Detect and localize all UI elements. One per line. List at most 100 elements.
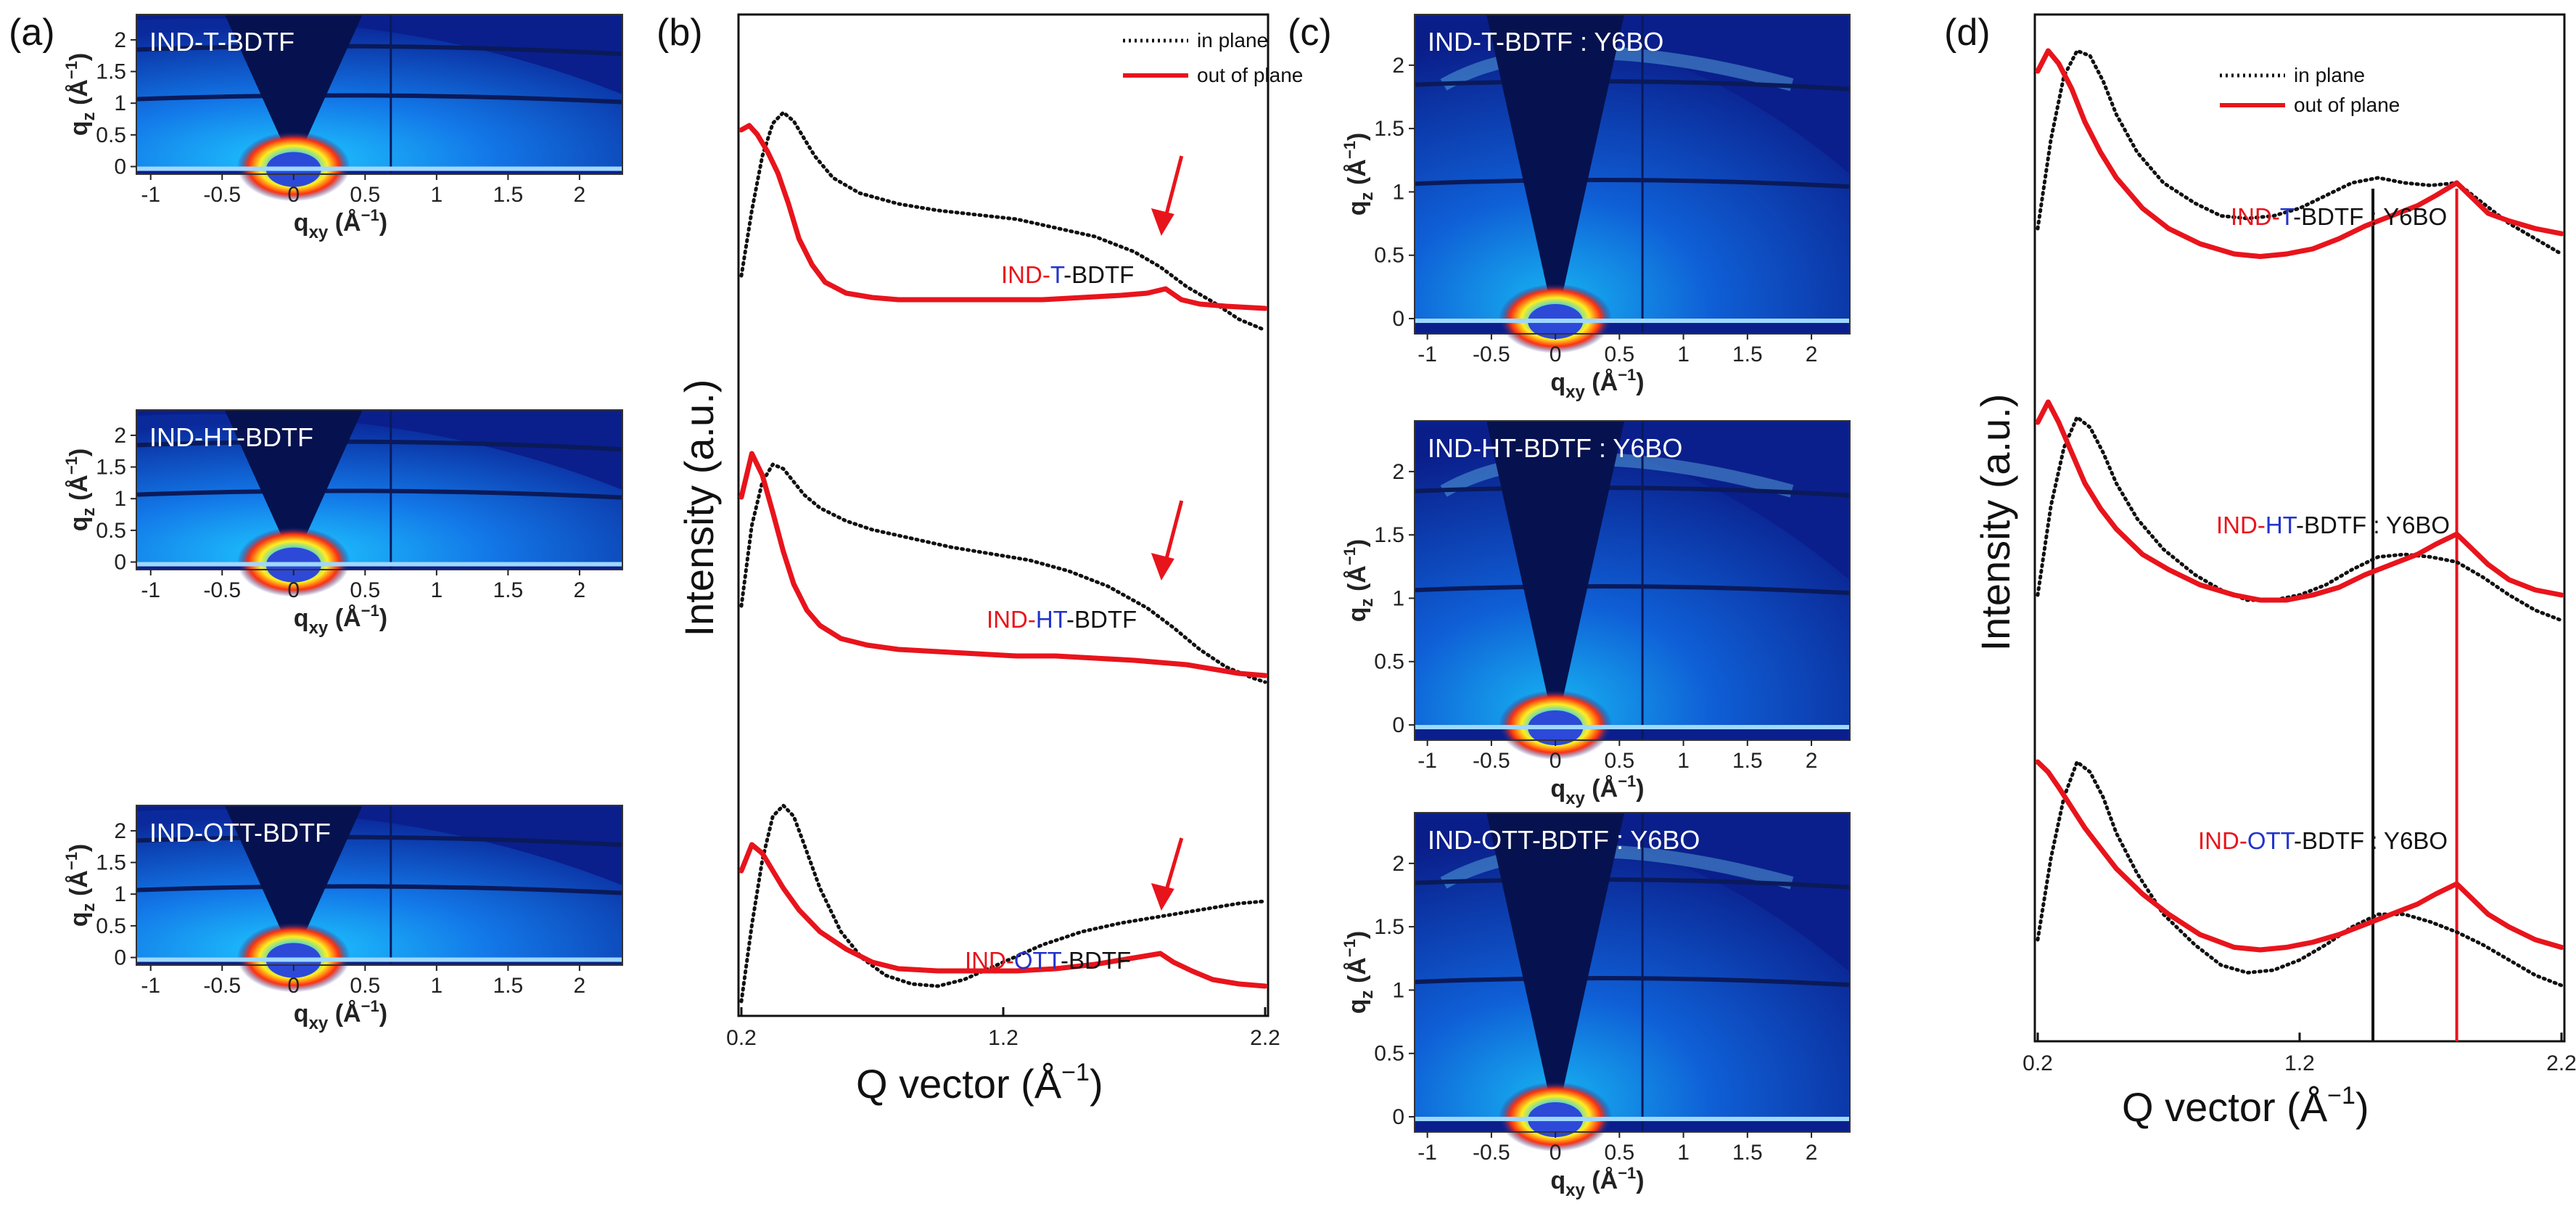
y-tick-label: 1 [114, 91, 126, 115]
arrow-shaft-2 [1162, 500, 1184, 568]
y-axis-title: qz (Å−1) [62, 448, 99, 532]
x-tick-label: 1 [1677, 1141, 1690, 1165]
x-tick-label: -1 [1417, 1141, 1437, 1165]
giwaxs-maps-c: IND-T-BDTF : Y6BO -1 -0.5 0 0.5 1 1.5 2 0 0.5 1 1.5… [1341, 14, 1851, 1200]
x-tick-label: 0.5 [350, 578, 380, 602]
arrow-head-2 [1151, 553, 1174, 581]
y-tick-label: 1.5 [96, 60, 126, 84]
y-tick-label: 1 [114, 882, 126, 906]
series-line-in-plane-3 [739, 803, 1267, 1004]
x-axis-title: qxy (Å−1) [1550, 366, 1644, 402]
y-tick-label: 1 [114, 487, 126, 511]
x-tick-label: 0.5 [1604, 1141, 1634, 1165]
legend-b: in plane out of plane [1123, 29, 1303, 86]
x-tick-label: 2 [1806, 749, 1818, 773]
giwaxs-maps-a: IND-T-BDTF -1 -0.5 0 0.5 1 1.5 2 0 0.5 1 1.5 2 qxy (Å… [62, 14, 623, 1033]
panel-label-b: (b) [657, 12, 703, 54]
x-axis-title: qxy (Å−1) [1550, 1164, 1644, 1200]
missing-wedge [224, 410, 363, 557]
giwaxs-map-c-3: IND-OTT-BDTF : Y6BO -1 -0.5 0 0.5 1 1.5 2 0 0.5 1 1… [1341, 812, 1851, 1200]
y-tick-label: 0 [114, 551, 126, 575]
curve-label-3: IND-OTT-BDTF [965, 947, 1131, 974]
x-tick-label: 0 [1550, 749, 1562, 773]
detector-gap [1414, 877, 1851, 890]
series-line-out-of-plane-1 [2035, 48, 2564, 259]
arrow-head-3 [1151, 883, 1174, 911]
series-group-b [738, 110, 1268, 1004]
series-line-out-of-plane-1 [738, 123, 1268, 311]
detector-gap [1414, 584, 1851, 596]
series-line-in-plane-1 [739, 110, 1267, 332]
detector-gap [136, 439, 623, 452]
x-tick-label: 1.5 [493, 183, 523, 207]
x-tick-label: 1.5 [1732, 342, 1763, 366]
curve-label-2: IND-HT-BDTF [987, 606, 1137, 633]
y-axis-title-d: Intensity (a.u.) [1972, 394, 2018, 652]
y-tick-label: 0.5 [96, 519, 126, 543]
x-tick-label: -0.5 [203, 578, 241, 602]
y-tick-label: 2 [1392, 852, 1404, 876]
x-tick-label: 1 [430, 183, 443, 207]
x-tick-label: 0.5 [1604, 342, 1634, 366]
y-tick-label: 0 [1392, 307, 1404, 331]
panel-label-a: (a) [9, 12, 55, 54]
x-ticks-b: 0.2 1.2 2.2 [726, 1007, 1280, 1050]
missing-wedge [1486, 421, 1625, 720]
series-line-out-of-plane-2 [738, 451, 1268, 678]
x-tick-label: -0.5 [203, 183, 241, 207]
x-tick-label: 0.5 [1604, 749, 1634, 773]
series-line-in-plane-2 [739, 462, 1267, 684]
detector-gap [1414, 79, 1851, 91]
x-tick-label: 1.5 [1732, 1141, 1763, 1165]
x-tick-label: 0 [287, 183, 300, 207]
x-tick-label: 0.2 [2022, 1051, 2053, 1075]
y-axis-title: qz (Å−1) [1341, 539, 1377, 623]
x-tick-label: 0.2 [726, 1026, 757, 1050]
x-ticks-d: 0.2 1.2 2.2 [2022, 1033, 2576, 1075]
map-frame [136, 14, 623, 175]
x-tick-label: 1 [430, 578, 443, 602]
x-tick-label: 0 [1550, 342, 1562, 366]
x-tick-label: 1.2 [2284, 1051, 2315, 1075]
giwaxs-map-c-2: IND-HT-BDTF : Y6BO -1 -0.5 0 0.5 1 1.5 2 0 0.5 1 1.… [1341, 420, 1851, 808]
map-frame [1414, 812, 1851, 1133]
y-tick-label: 2 [114, 424, 126, 448]
x-tick-label: 1 [430, 974, 443, 998]
x-axis-title: qxy (Å−1) [1550, 772, 1644, 808]
series-line-in-plane-3 [2036, 760, 2564, 988]
map-frame [1414, 14, 1851, 335]
y-tick-label: 0.5 [1374, 650, 1404, 674]
y-tick-label: 1 [1392, 586, 1404, 610]
giwaxs-map-c-1: IND-T-BDTF : Y6BO -1 -0.5 0 0.5 1 1.5 2 0 0.5 1 1.5… [1341, 14, 1851, 402]
x-tick-label: 2.2 [2546, 1051, 2576, 1075]
x-tick-label: 2 [574, 578, 586, 602]
x-tick-label: 1.5 [1732, 749, 1763, 773]
y-tick-label: 2 [114, 28, 126, 52]
series-line-out-of-plane-2 [2035, 399, 2564, 603]
y-tick-label: 0 [1392, 1105, 1404, 1129]
giwaxs-map-a-1: IND-T-BDTF -1 -0.5 0 0.5 1 1.5 2 0 0.5 1 1.5 2 qxy (Å… [62, 14, 623, 242]
y-tick-label: 1.5 [96, 851, 126, 875]
x-tick-label: 0 [1550, 1141, 1562, 1165]
horizon-line [1415, 319, 1850, 324]
map-title: IND-HT-BDTF [149, 422, 313, 452]
curve-label-3: IND-OTT-BDTF : Y6BO [2198, 827, 2448, 854]
x-tick-label: 1 [1677, 749, 1690, 773]
legend-label-in-plane-d: in plane [2294, 64, 2365, 86]
arrow-head-1 [1151, 208, 1174, 236]
x-tick-label: -0.5 [1473, 1141, 1510, 1165]
curve-label-2: IND-HT-BDTF : Y6BO [2216, 512, 2450, 538]
y-tick-label: 1.5 [1374, 915, 1404, 939]
reference-lines-d [2371, 189, 2458, 1041]
panel-label-c: (c) [1288, 12, 1332, 54]
y-tick-label: 0.5 [1374, 1042, 1404, 1066]
x-tick-label: 0 [287, 578, 300, 602]
line-chart-d: IND-T-BDTF : Y6BO IND-HT-BDTF : Y6BO IND-O… [1972, 13, 2576, 1130]
x-tick-label: -1 [1417, 749, 1437, 773]
y-tick-label: 0 [114, 946, 126, 970]
x-tick-label: -1 [141, 183, 160, 207]
map-title: IND-OTT-BDTF : Y6BO [1428, 825, 1700, 855]
x-axis-title-b: Q vector (Å−1) [856, 1059, 1103, 1107]
map-title: IND-T-BDTF : Y6BO [1428, 27, 1663, 57]
